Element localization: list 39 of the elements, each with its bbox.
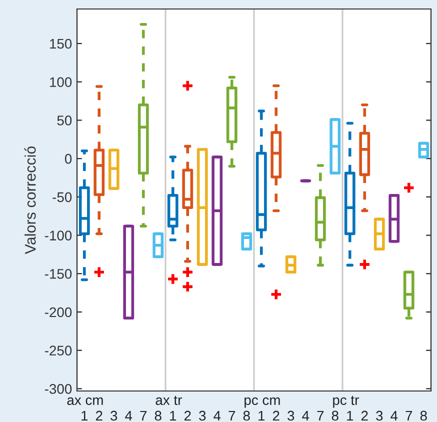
x-tick-label: 2 xyxy=(361,410,368,421)
x-tick-label: 8 xyxy=(243,410,250,421)
x-tick-label: 1 xyxy=(347,410,354,421)
y-tick-label: -250 xyxy=(44,346,72,356)
x-tick-label: 7 xyxy=(140,410,147,421)
x-tick-label: 8 xyxy=(154,410,162,421)
text: pc tr xyxy=(333,396,359,408)
y-tick-label: 0 xyxy=(64,154,72,164)
x-tick-label: 4 xyxy=(302,410,310,421)
x-tick-label: 7 xyxy=(317,410,324,421)
x-tick-label: 2 xyxy=(272,410,280,421)
x-tick-label: 7 xyxy=(406,410,412,421)
x-tick-label: 1 xyxy=(258,410,265,421)
y-tick-label: 150 xyxy=(50,38,72,49)
x-tick-label: 3 xyxy=(376,410,383,421)
x-tick-label: 1 xyxy=(82,410,88,421)
x-tick-label: 8 xyxy=(332,410,338,421)
text: pc cm xyxy=(244,397,280,408)
x-tick-label: 1 xyxy=(170,410,176,421)
x-tick-label: 2 xyxy=(184,410,191,421)
y-tick-label: -200 xyxy=(44,307,72,318)
x-tick-label: 2 xyxy=(96,410,102,421)
x-tick-label: 7 xyxy=(228,410,236,421)
x-tick-label: 4 xyxy=(214,410,221,421)
y-tick-label: -300 xyxy=(44,384,72,394)
x-tick-label: 3 xyxy=(199,410,206,421)
y-tick-label: 100 xyxy=(50,77,72,88)
y-axis-title: Valors correcció xyxy=(24,146,36,254)
y-tick-label: -100 xyxy=(44,230,72,240)
x-tick-label: 3 xyxy=(288,410,294,421)
y-tick-label: -150 xyxy=(44,268,72,279)
y-tick-label: -50 xyxy=(52,192,72,202)
text: ax tr xyxy=(156,396,182,406)
x-tick-label: 3 xyxy=(110,410,118,421)
x-tick-label: 8 xyxy=(420,410,427,421)
y-tick-label: 50 xyxy=(57,116,72,126)
text: ax cm xyxy=(67,397,103,406)
x-tick-label: 4 xyxy=(390,410,398,421)
x-tick-label: 4 xyxy=(125,410,132,421)
